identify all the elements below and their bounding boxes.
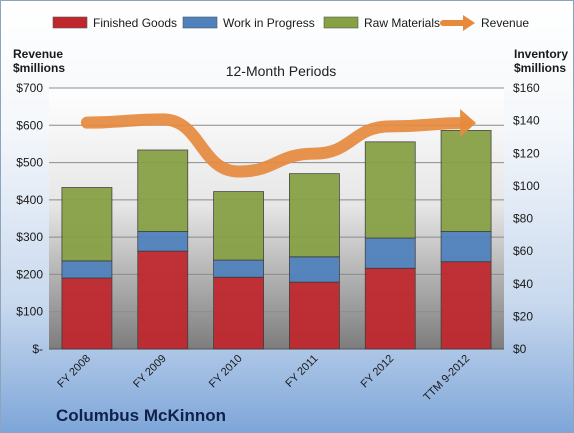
legend-swatch [182, 16, 218, 29]
right-tick-label: $140 [513, 114, 540, 128]
left-tick-label: $200 [16, 267, 43, 281]
right-axis-title: Inventory $millions [514, 47, 568, 75]
bar-work-in-progress [61, 260, 113, 279]
left-tick-label: $300 [16, 230, 43, 244]
legend-label: Finished Goods [93, 16, 177, 30]
left-tick-label: $600 [16, 118, 43, 132]
bar-work-in-progress [213, 259, 264, 278]
left-axis-ticks: $- $100 $200 $300 $400 $500 $600 $700 [16, 81, 43, 356]
bar-finished-goods [364, 267, 416, 350]
right-axis-ticks: $0 $20 $40 $60 $80 $100 $120 $140 $160 [513, 81, 540, 356]
bar-raw-materials [364, 141, 416, 239]
bars [61, 130, 492, 350]
x-axis-ticks: FY 2008 FY 2009 FY 2010 FY 2011 FY 2012 TTM 9… [55, 353, 472, 404]
legend-swatch [323, 16, 359, 29]
plot-area [49, 88, 504, 349]
bar-raw-materials [61, 187, 113, 262]
x-tick-label: FY 2012 [359, 353, 397, 391]
legend-arrow-swatch [463, 15, 475, 31]
bar-work-in-progress [289, 256, 340, 283]
legend-label: Work in Progress [223, 16, 315, 30]
right-tick-label: $0 [513, 342, 527, 356]
legend-label: Revenue [481, 16, 529, 30]
left-tick-label: $- [32, 342, 43, 356]
left-tick-label: $100 [16, 305, 43, 319]
bar-raw-materials [440, 130, 492, 232]
right-tick-label: $80 [513, 212, 533, 226]
legend-label: Raw Materials [364, 16, 440, 30]
x-tick-label: FY 2008 [55, 353, 93, 391]
right-tick-label: $120 [513, 146, 540, 160]
bar-work-in-progress [364, 237, 416, 269]
right-tick-label: $40 [513, 277, 533, 291]
bar-raw-materials [213, 191, 264, 261]
bar-finished-goods [440, 261, 492, 350]
bar-work-in-progress [137, 231, 189, 252]
revenue-line-group [80, 109, 477, 178]
x-tick-label: TTM 9-2012 [421, 353, 472, 404]
company-name: Columbus McKinnon [56, 406, 226, 425]
bar-finished-goods [289, 281, 340, 350]
bar-finished-goods [61, 277, 113, 350]
revenue-line [80, 113, 473, 178]
x-tick-label: FY 2011 [283, 353, 320, 390]
bar-work-in-progress [440, 231, 492, 263]
left-axis-title-line1: Revenue [13, 47, 64, 61]
bar-raw-materials [137, 149, 189, 232]
revenue-arrowhead [460, 109, 477, 138]
x-tick-label: FY 2009 [131, 353, 169, 391]
left-tick-label: $700 [16, 81, 43, 95]
left-tick-label: $400 [16, 193, 43, 207]
legend: Finished Goods Work in Progress Raw Materi… [52, 15, 529, 31]
left-axis-title-line2: $millions [13, 61, 66, 75]
bar-finished-goods [213, 276, 264, 350]
legend-swatch [52, 16, 88, 29]
right-tick-label: $20 [513, 309, 533, 323]
right-tick-label: $60 [513, 244, 533, 258]
right-tick-label: $100 [513, 179, 540, 193]
left-tick-label: $500 [16, 156, 43, 170]
right-tick-label: $160 [513, 81, 540, 95]
x-tick-label: FY 2010 [207, 353, 245, 391]
bar-finished-goods [137, 250, 189, 350]
chart-subtitle: 12-Month Periods [225, 63, 337, 79]
right-axis-title-line2: $millions [514, 61, 567, 75]
left-axis-title: Revenue $millions [13, 47, 65, 75]
bar-raw-materials [289, 173, 340, 258]
right-axis-title-line1: Inventory [514, 47, 569, 61]
